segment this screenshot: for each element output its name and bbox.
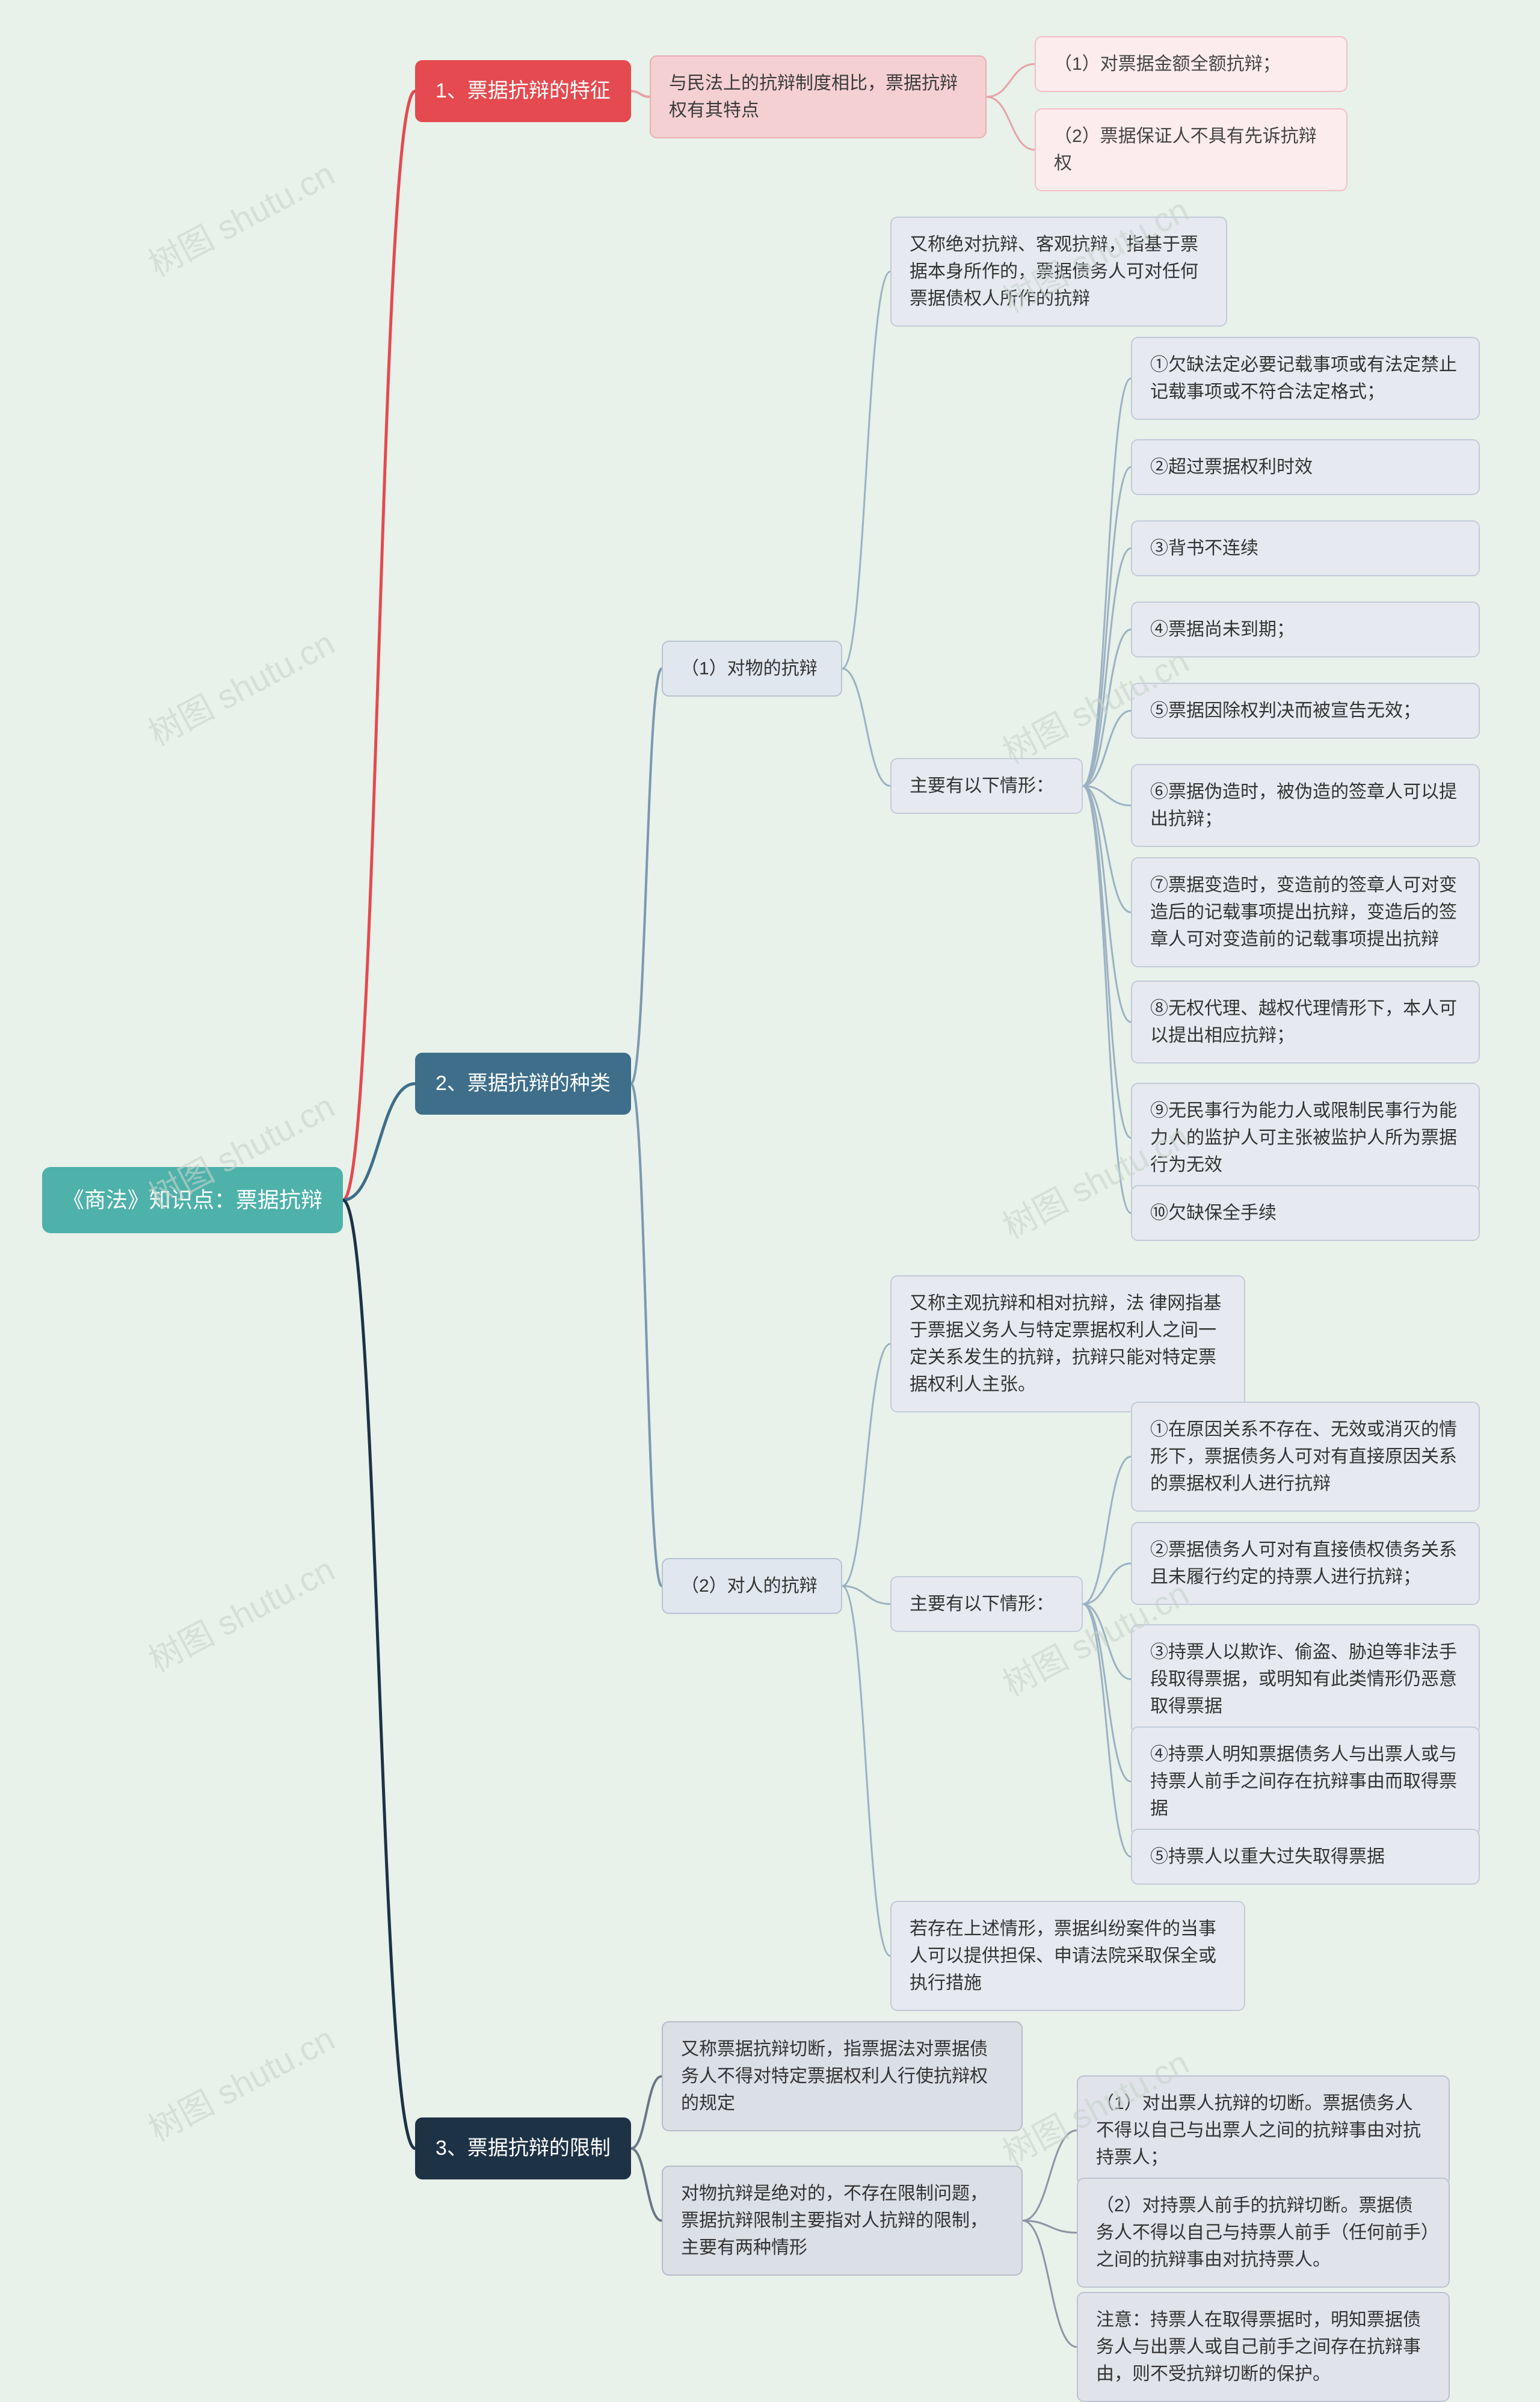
branch3-leaf-2: 注意：持票人在取得票据时，明知票据债务人与出票人或自己前手之间存在抗辩事由，则不… bbox=[1077, 2292, 1450, 2402]
branch2-sub1-case-0: ①欠缺法定必要记载事项或有法定禁止记载事项或不符合法定格式； bbox=[1131, 337, 1480, 420]
branch2-sub2-case-3: ④持票人明知票据债务人与出票人或与持票人前手之间存在抗辩事由而取得票据 bbox=[1131, 1726, 1480, 1837]
branch1-leaf-1: （2）票据保证人不具有先诉抗辩权 bbox=[1035, 108, 1348, 191]
branch2-sub1-case-8: ⑨无民事行为能力人或限制民事行为能力人的监护人可主张被监护人所为票据行为无效 bbox=[1131, 1083, 1480, 1193]
branch3-node: 3、票据抗辩的限制 bbox=[415, 2117, 631, 2179]
branch3-sub1: 又称票据抗辩切断，指票据法对票据债务人不得对特定票据权利人行使抗辩权的规定 bbox=[662, 2021, 1023, 2131]
branch2-node: 2、票据抗辩的种类 bbox=[415, 1053, 631, 1115]
watermark: 树图 shutu.cn bbox=[139, 147, 342, 286]
branch3-leaf-0: （1）对出票人抗辩的切断。票据债务人不得以自己与出票人之间的抗辩事由对抗持票人； bbox=[1077, 2075, 1450, 2185]
branch2-sub1-case-7: ⑧无权代理、越权代理情形下，本人可以提出相应抗辩； bbox=[1131, 981, 1480, 1064]
branch1-leaf-0: （1）对票据金额全额抗辩； bbox=[1035, 36, 1348, 92]
watermark: 树图 shutu.cn bbox=[139, 617, 342, 756]
branch2-sub1-case-4: ⑤票据因除权判决而被宣告无效； bbox=[1131, 683, 1480, 739]
branch1-node: 1、票据抗辩的特征 bbox=[415, 60, 631, 122]
branch3-leaf-1: （2）对持票人前手的抗辩切断。票据债务人不得以自己与持票人前手（任何前手）之间的… bbox=[1077, 2178, 1450, 2288]
branch2-sub2-cases-label: 主要有以下情形： bbox=[890, 1576, 1083, 1632]
branch2-sub2-case-2: ③持票人以欺诈、偷盗、胁迫等非法手段取得票据，或明知有此类情形仍恶意取得票据 bbox=[1131, 1624, 1480, 1734]
branch2-sub2-desc: 又称主观抗辩和相对抗辩，法 律网指基于票据义务人与特定票据权利人之间一定关系发生… bbox=[890, 1275, 1245, 1412]
branch2-sub1-case-9: ⑩欠缺保全手续 bbox=[1131, 1185, 1480, 1241]
branch2-sub2: （2）对人的抗辩 bbox=[662, 1558, 842, 1614]
branch1-sub: 与民法上的抗辩制度相比，票据抗辩权有其特点 bbox=[650, 55, 987, 138]
branch2-sub1-case-5: ⑥票据伪造时，被伪造的签章人可以提出抗辩； bbox=[1131, 764, 1480, 847]
watermark: 树图 shutu.cn bbox=[139, 2012, 342, 2151]
branch2-sub1-case-6: ⑦票据变造时，变造前的签章人可对变造后的记载事项提出抗辩，变造后的签章人可对变造… bbox=[1131, 857, 1480, 967]
branch2-sub1-desc: 又称绝对抗辩、客观抗辩，指基于票据本身所作的，票据债务人可对任何票据债权人所作的… bbox=[890, 217, 1227, 327]
branch2-sub1-case-1: ②超过票据权利时效 bbox=[1131, 439, 1480, 495]
branch2-sub2-case-1: ②票据债务人可对有直接债权债务关系且未履行约定的持票人进行抗辩； bbox=[1131, 1522, 1480, 1605]
branch2-sub1: （1）对物的抗辩 bbox=[662, 641, 842, 697]
branch2-sub1-case-2: ③背书不连续 bbox=[1131, 520, 1480, 576]
branch2-sub1-case-3: ④票据尚未到期； bbox=[1131, 602, 1480, 657]
watermark: 树图 shutu.cn bbox=[139, 1543, 342, 1682]
root-node: 《商法》知识点：票据抗辩 bbox=[42, 1167, 343, 1233]
branch2-sub1-cases-label: 主要有以下情形： bbox=[890, 758, 1083, 814]
branch3-sub2: 对物抗辩是绝对的，不存在限制问题，票据抗辩限制主要指对人抗辩的限制，主要有两种情… bbox=[662, 2166, 1023, 2276]
branch2-sub2-case-4: ⑤持票人以重大过失取得票据 bbox=[1131, 1829, 1480, 1885]
branch2-sub2-tail: 若存在上述情形，票据纠纷案件的当事人可以提供担保、申请法院采取保全或执行措施 bbox=[890, 1901, 1245, 2011]
branch2-sub2-case-0: ①在原因关系不存在、无效或消灭的情形下，票据债务人可对有直接原因关系的票据权利人… bbox=[1131, 1402, 1480, 1512]
